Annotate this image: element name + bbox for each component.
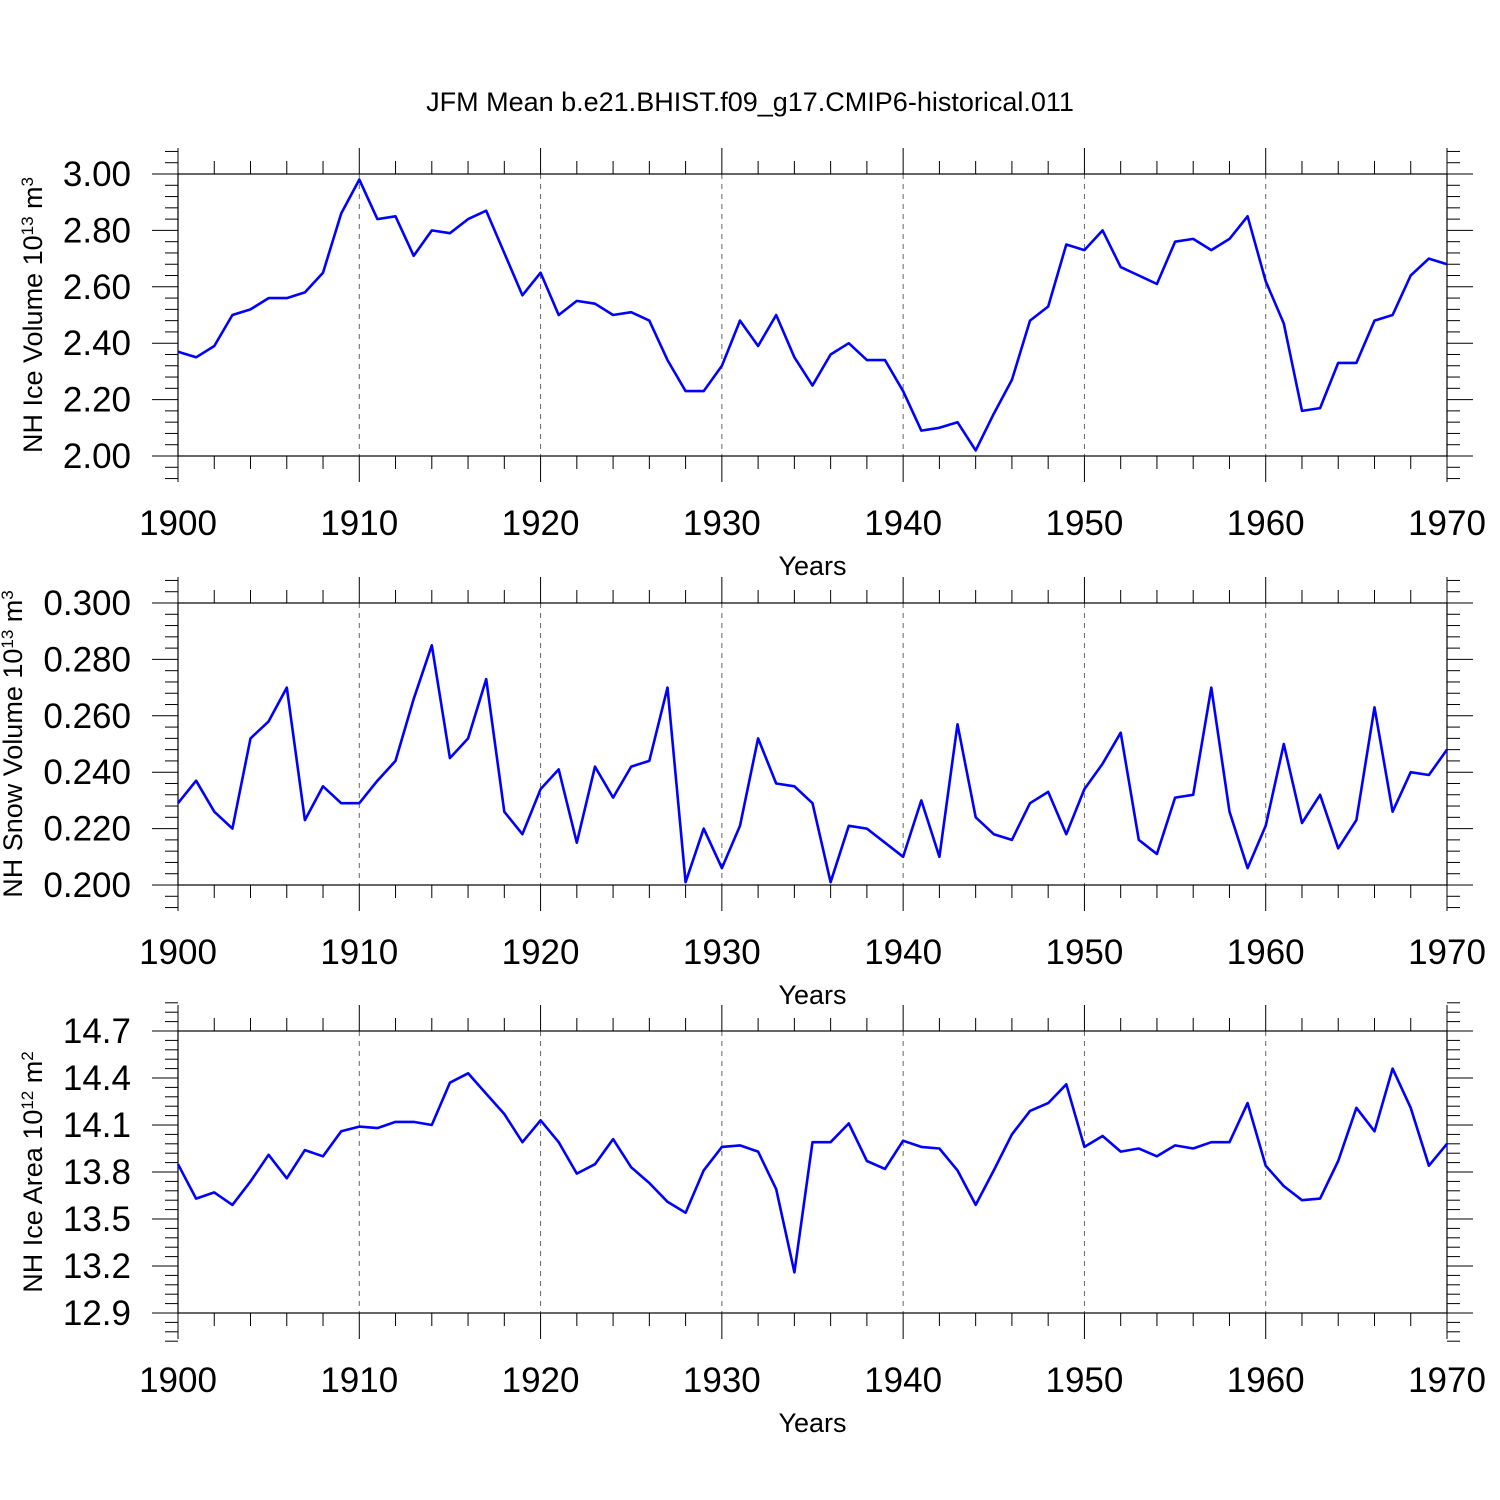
x-tick-label: 1910 [320, 504, 398, 543]
y-tick-label: 2.20 [63, 381, 131, 420]
y-axis-title-part: m [18, 1061, 48, 1091]
panel-ice-area: 1900 1910 1920 1930 1940 1950 1960 1970 Years 12.… [18, 1002, 1486, 1438]
y-tick-label: 0.300 [43, 584, 131, 623]
y-tick-label: 0.200 [43, 866, 131, 905]
y-axis-title: NH Ice Area 1012 m2 [18, 1051, 49, 1292]
x-tick-label: 1940 [864, 504, 942, 543]
y-tick-label: 12.9 [63, 1294, 131, 1333]
x-tick-label: 1960 [1227, 1361, 1305, 1400]
y-tick-label: 0.280 [43, 640, 131, 679]
x-tick-label: 1960 [1227, 933, 1305, 972]
y-tick-label: 2.80 [63, 211, 131, 250]
x-tick-label: 1940 [864, 933, 942, 972]
x-axis-title: Years [778, 1408, 846, 1438]
plot-frame [177, 602, 1448, 886]
y-tick-label: 2.60 [63, 268, 131, 307]
x-axis-title: Years [778, 551, 846, 581]
y-axis-title-superscript: 12 [18, 1091, 37, 1110]
series-line [176, 643, 1449, 884]
panel-ice-volume: 1900 1910 1920 1930 1940 1950 1960 1970 Years 2.0… [18, 148, 1486, 581]
y-tick-label: 0.240 [43, 753, 131, 792]
x-tick-label: 1900 [139, 504, 217, 543]
x-tick-label: 1910 [320, 1361, 398, 1400]
x-tick-label: 1910 [320, 933, 398, 972]
x-tick-label: 1950 [1045, 1361, 1123, 1400]
x-tick-label: 1930 [683, 1361, 761, 1400]
y-axis-title-superscript: 13 [0, 630, 17, 649]
x-tick-label: 1930 [683, 504, 761, 543]
series-line [177, 178, 1448, 452]
y-axis-title: NH Ice Volume 1013 m3 [18, 177, 49, 453]
x-tick-label: 1960 [1227, 504, 1305, 543]
x-tick-label: 1940 [864, 1361, 942, 1400]
x-tick-label: 1970 [1408, 504, 1486, 543]
y-tick-label: 13.2 [63, 1247, 131, 1286]
plot-frame [177, 173, 1448, 457]
x-tick-label: 1920 [502, 504, 580, 543]
y-axis-title-part: NH Snow Volume 10 [0, 649, 28, 898]
x-axis-title: Years [778, 980, 846, 1010]
y-tick-label: 0.220 [43, 810, 131, 849]
y-tick-label: 14.7 [63, 1012, 131, 1051]
y-tick-label: 2.40 [63, 324, 131, 363]
y-tick-label: 0.260 [43, 697, 131, 736]
panel-snow-volume: 1900 1910 1920 1930 1940 1950 1960 1970 Years 0.2… [0, 577, 1486, 1010]
y-axis-title-part: m [0, 600, 28, 630]
y-axis-title-superscript: 3 [18, 177, 37, 186]
y-axis-title-part: m [18, 186, 48, 216]
y-axis-title-superscript: 13 [18, 216, 37, 235]
y-axis-title-superscript: 2 [18, 1051, 37, 1060]
y-tick-label: 2.00 [63, 437, 131, 476]
x-tick-label: 1970 [1408, 933, 1486, 972]
x-tick-label: 1920 [502, 1361, 580, 1400]
y-tick-label: 13.8 [63, 1153, 131, 1192]
x-tick-label: 1900 [139, 1361, 217, 1400]
x-tick-label: 1900 [139, 933, 217, 972]
x-tick-label: 1920 [502, 933, 580, 972]
y-axis-title: NH Snow Volume 1013 m3 [0, 590, 28, 898]
y-tick-label: 14.1 [63, 1106, 131, 1145]
y-axis-title-part: NH Ice Volume 10 [18, 235, 48, 453]
x-tick-label: 1930 [683, 933, 761, 972]
y-tick-label: 13.5 [63, 1200, 131, 1239]
plot-frame [177, 1030, 1448, 1314]
y-tick-label: 14.4 [63, 1059, 131, 1098]
y-tick-label: 3.00 [63, 155, 131, 194]
x-tick-label: 1950 [1045, 504, 1123, 543]
chart-title: JFM Mean b.e21.BHIST.f09_g17.CMIP6-histo… [426, 87, 1074, 117]
x-tick-label: 1950 [1045, 933, 1123, 972]
y-axis-title-part: NH Ice Area 10 [18, 1110, 48, 1293]
y-axis-title-superscript: 3 [0, 590, 17, 599]
series-line [176, 1067, 1449, 1274]
x-tick-label: 1970 [1408, 1361, 1486, 1400]
